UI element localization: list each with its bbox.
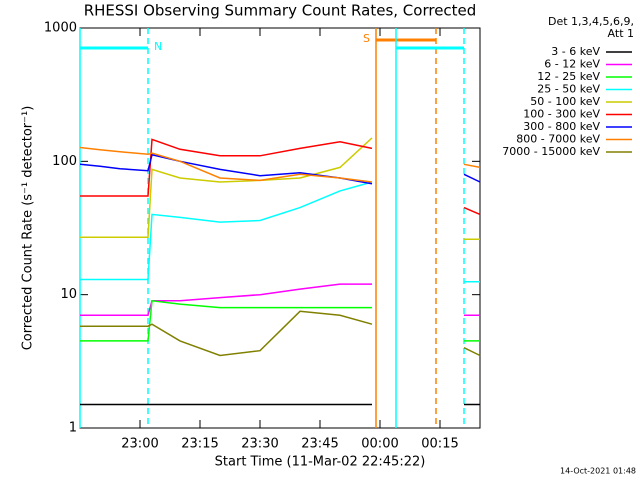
series-line bbox=[80, 299, 480, 342]
x-tick-label: 23:45 bbox=[301, 437, 338, 452]
legend-label: 100 - 300 keV bbox=[523, 108, 600, 121]
legend-label: 6 - 12 keV bbox=[544, 58, 600, 71]
timestamp: 14-Oct-2021 01:48 bbox=[560, 467, 636, 476]
x-tick-label: 23:00 bbox=[121, 437, 158, 452]
x-tick-label: 00:00 bbox=[361, 437, 398, 452]
legend-label: 800 - 7000 keV bbox=[516, 133, 600, 146]
x-tick-label: 23:30 bbox=[241, 437, 278, 452]
legend-title: Det 1,3,4,5,6,9, bbox=[548, 15, 634, 28]
y-tick-label: 1000 bbox=[44, 21, 77, 36]
y-tick-label: 10 bbox=[60, 287, 77, 302]
x-axis-label: Start Time (11-Mar-02 22:45:22) bbox=[215, 455, 426, 470]
series-line bbox=[80, 310, 481, 357]
y-tick-label: 100 bbox=[52, 154, 77, 169]
legend-label: 25 - 50 keV bbox=[537, 83, 600, 96]
legend-label: 7000 - 15000 keV bbox=[502, 145, 600, 158]
legend-label: 300 - 800 keV bbox=[523, 120, 600, 133]
legend-label: 3 - 6 keV bbox=[551, 45, 600, 58]
series-line bbox=[79, 146, 481, 183]
series-line bbox=[80, 138, 481, 216]
x-tick-label: 23:15 bbox=[181, 437, 218, 452]
x-tick-label: 00:15 bbox=[421, 437, 458, 452]
series-line bbox=[80, 181, 480, 283]
interval-label: S bbox=[363, 32, 370, 45]
interval-label: N bbox=[154, 40, 162, 53]
legend-label: 50 - 100 keV bbox=[530, 95, 600, 108]
legend-title: Att 1 bbox=[608, 27, 634, 40]
plot-frame bbox=[79, 27, 481, 429]
y-axis-label: Corrected Count Rate (s⁻¹ detector⁻¹) bbox=[21, 106, 36, 351]
chart-title: RHESSI Observing Summary Count Rates, Co… bbox=[84, 2, 477, 20]
y-tick-label: 1 bbox=[69, 421, 77, 436]
legend-label: 12 - 25 keV bbox=[537, 70, 600, 83]
series-line bbox=[80, 283, 480, 317]
